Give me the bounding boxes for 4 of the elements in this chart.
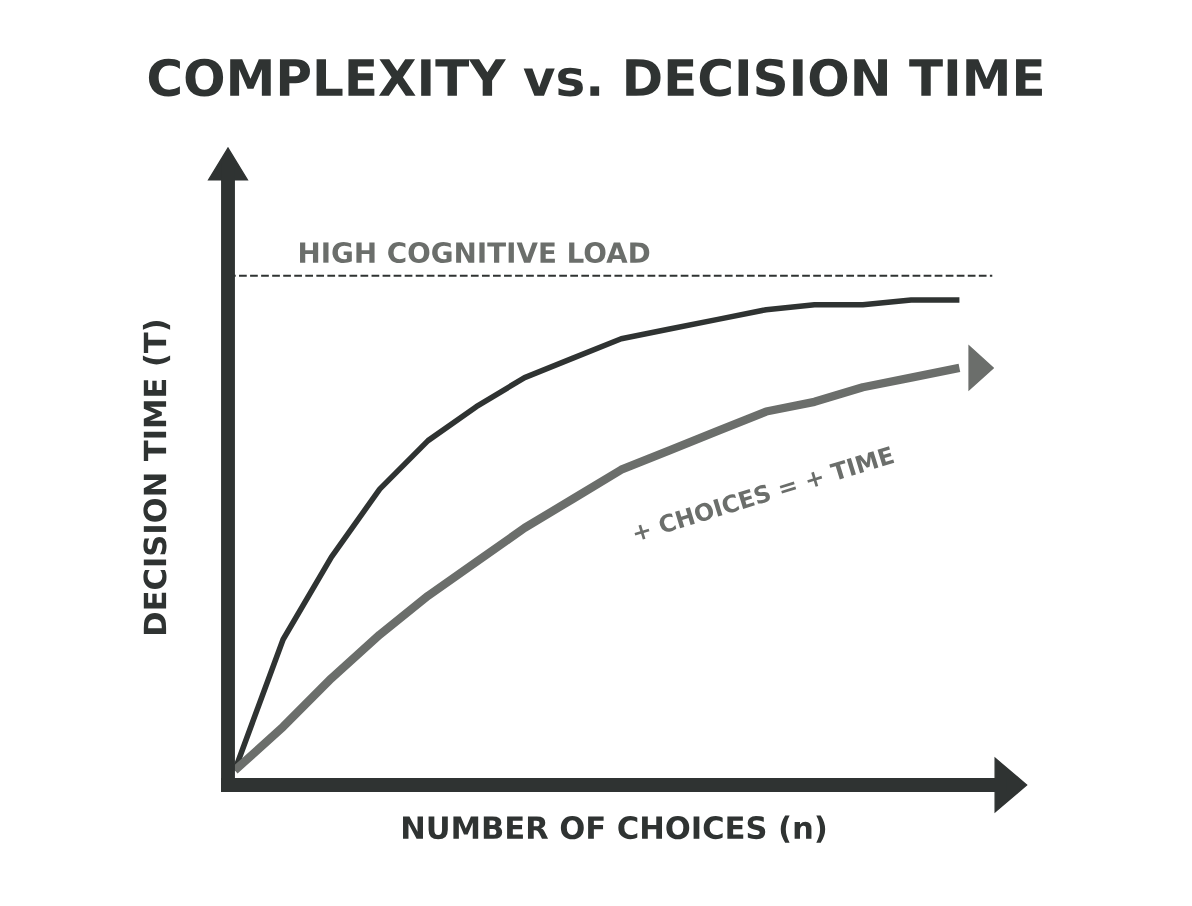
x-axis-title: NUMBER OF CHOICES (n) bbox=[403, 815, 826, 843]
y-axis-title: DECISION TIME (T) bbox=[142, 320, 171, 634]
ref-line-label: HIGH COGNITIVE LOAD bbox=[300, 242, 650, 264]
chart-title: COMPLEXITY vs. DECISION TIME bbox=[148, 58, 1042, 97]
